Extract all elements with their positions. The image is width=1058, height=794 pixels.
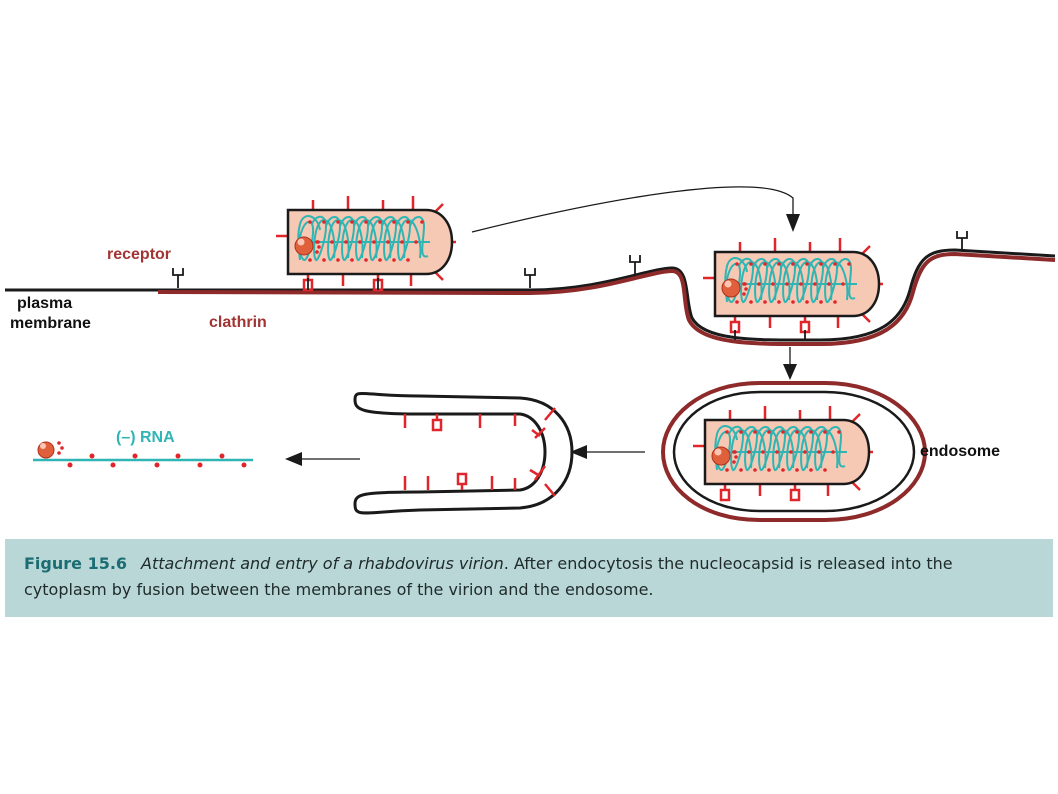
figure-caption: Figure 15.6 Attachment and entry of a rha…	[24, 551, 1039, 603]
arrowhead-icon	[783, 364, 797, 380]
receptor-icon	[629, 255, 641, 274]
receptor-label: receptor	[107, 246, 172, 263]
rna-label: (–) RNA	[116, 429, 175, 446]
endosome-label: endosome	[920, 443, 1001, 460]
arrowhead-icon	[285, 452, 302, 466]
virion-in-pit	[701, 236, 885, 334]
rna-proteins	[67, 453, 247, 468]
curved-arrow	[471, 186, 794, 233]
figure-number: Figure 15.6	[24, 554, 128, 573]
virion-in-endosome	[691, 404, 875, 502]
figure-caption-text: . After endocytosis the nucleocapsid is …	[24, 554, 953, 599]
clathrin-coat	[157, 251, 1056, 347]
clathrin-label: clathrin	[209, 314, 267, 331]
figure-caption-box: Figure 15.6 Attachment and entry of a rha…	[5, 539, 1053, 617]
figure-title: Attachment and entry of a rhabdovirus vi…	[141, 554, 504, 573]
receptor-icon	[172, 268, 184, 288]
endosome-membrane-inner	[672, 390, 916, 513]
receptor-icon	[524, 268, 536, 288]
plasma-membrane-label-line2: membrane	[10, 315, 91, 332]
virion-attached	[274, 194, 458, 292]
plasma-membrane	[5, 248, 1056, 342]
polymerase-icon	[37, 441, 55, 459]
membrane-receptors	[172, 231, 968, 288]
fused-membrane	[353, 391, 574, 515]
endosome-membrane-outer	[660, 381, 928, 522]
plasma-membrane-label-line1: plasma	[17, 295, 73, 312]
receptor-icon	[956, 231, 968, 250]
arrowhead-icon	[570, 445, 587, 459]
fused-membrane-glycoproteins	[403, 407, 556, 497]
arrowhead-icon	[786, 214, 800, 232]
